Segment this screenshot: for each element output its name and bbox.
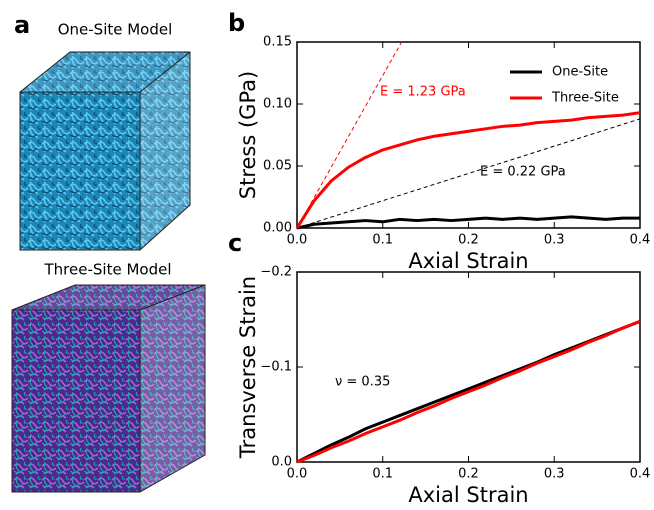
annotation: E = 1.23 GPa [380, 85, 466, 100]
cube-title: Three-Site Model [44, 261, 172, 279]
x-tick-label: 0.3 [544, 467, 565, 482]
annotation: E = 0.22 GPa [480, 165, 566, 180]
y-tick-label: −0.2 [260, 265, 292, 280]
series-line [295, 111, 641, 229]
reference-line [296, 118, 641, 229]
x-tick-label: 0.3 [544, 233, 565, 248]
x-tick-label: 0.4 [630, 467, 651, 482]
x-tick-label: 0.2 [458, 233, 479, 248]
plot-frame [296, 271, 641, 463]
y-axis-label: Stress (GPa) [236, 71, 260, 199]
x-tick-label: 0.0 [287, 233, 308, 248]
x-tick-label: 0.4 [630, 233, 651, 248]
y-tick-label: 0.10 [263, 97, 292, 112]
cube-title: One-Site Model [58, 21, 173, 39]
y-axis-label: Transverse Strain [236, 276, 260, 459]
annotation: ν = 0.35 [335, 375, 390, 390]
x-tick-label: 0.1 [372, 233, 393, 248]
x-tick-label: 0.2 [458, 467, 479, 482]
x-axis-label: Axial Strain [408, 483, 528, 507]
legend-label: Three-Site [551, 91, 619, 106]
series-line [296, 215, 640, 230]
series-line [296, 320, 641, 464]
chart: b 0.0 0.1 0.2 0.3 0.4 0.00 0.05 0.10 0.15 Axial St… [228, 9, 650, 273]
cube-one-site [19, 51, 191, 251]
chart: c 0.0 0.1 0.2 0.3 0.4 0.0 −0.1 −0.2 Axial Strain T… [228, 229, 650, 507]
y-tick-label: 0.15 [263, 35, 292, 50]
panel-label: c [228, 229, 242, 257]
reference-line [296, 41, 403, 229]
y-tick-label: 0.05 [263, 159, 292, 174]
legend-label: One-Site [552, 65, 608, 80]
x-tick-label: 0.0 [287, 467, 308, 482]
x-tick-label: 0.1 [372, 467, 393, 482]
y-tick-label: 0.00 [263, 221, 292, 236]
panel-label: a [14, 11, 30, 39]
cube-three-site [11, 284, 206, 493]
x-axis-label: Axial Strain [408, 249, 528, 273]
panel-label: b [228, 9, 245, 37]
y-tick-label: −0.1 [260, 360, 292, 375]
panel-a: a One-Site Model Three-Site Model [11, 11, 206, 493]
y-tick-label: 0.0 [271, 455, 292, 470]
